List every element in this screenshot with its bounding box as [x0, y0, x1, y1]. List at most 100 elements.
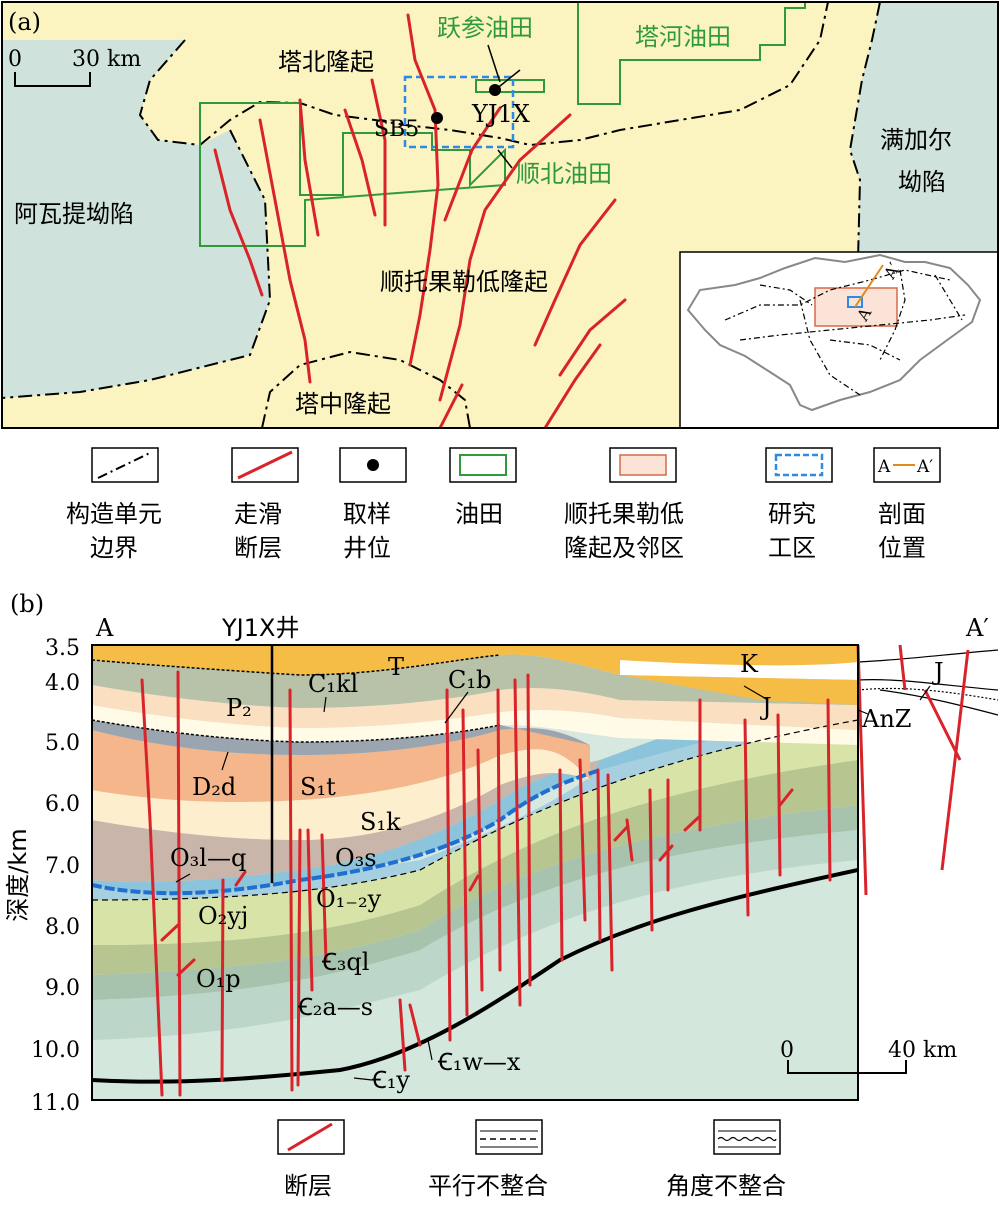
section-scale-value: 40 km	[888, 1038, 957, 1063]
y-tick-10.0: 10.0	[31, 1038, 80, 1063]
y-tick-11.0: 11.0	[31, 1091, 80, 1116]
layer-o3	[92, 760, 600, 882]
panel-a-label: (a)	[8, 8, 41, 36]
shuntuo-label: 顺托果勒低隆起	[380, 268, 548, 296]
y-tick-6.0: 6.0	[45, 792, 80, 817]
fault-line	[445, 688, 452, 1042]
fault-line	[296, 828, 302, 1087]
fault-line	[606, 773, 614, 972]
fault-tick	[778, 788, 794, 807]
svg-text:构造单元: 构造单元	[66, 500, 162, 528]
fault-tick	[160, 923, 180, 942]
legend-item-section-line: A A′ 剖面 位置	[873, 447, 941, 562]
y-axis-label: 深度/km	[4, 828, 32, 921]
svg-text:研究: 研究	[768, 500, 816, 528]
strike-slip-faults	[213, 13, 627, 428]
formation-cm3ql: Ꞓ₃ql	[321, 948, 369, 976]
legend-item-fault: 走滑 断层	[231, 447, 299, 562]
layer-p2	[92, 654, 858, 708]
y-tick-7.0: 7.0	[45, 854, 80, 879]
bottom-legend: 断层 平行不整合 角度不整合	[277, 1119, 786, 1200]
fault-line	[213, 148, 264, 297]
fault-line	[461, 708, 469, 1017]
fault-line	[543, 343, 602, 428]
yuecan-oilfield	[475, 79, 545, 93]
fault-line	[743, 718, 750, 917]
section-frame	[91, 644, 859, 1101]
fault-line	[526, 673, 532, 987]
formation-t: T	[388, 653, 404, 681]
layer-s1k	[92, 749, 590, 840]
y-tick-3.5: 3.5	[45, 636, 80, 661]
layer-c1b	[92, 705, 858, 745]
formation-o1p: O₁p	[196, 965, 241, 993]
svg-text:剖面: 剖面	[878, 500, 926, 528]
fault-line	[513, 678, 522, 1007]
svg-text:工区: 工区	[768, 534, 816, 562]
fault-line	[476, 748, 484, 992]
formation-d2d: D₂d	[192, 773, 236, 801]
oilfield-leader-line	[497, 149, 513, 169]
basin-outline	[686, 253, 982, 412]
fault-line	[288, 688, 294, 1092]
oilfield-leader-line	[487, 44, 501, 83]
svg-text:位置: 位置	[878, 534, 926, 562]
section-end-a-prime: A′	[965, 614, 989, 642]
yuecan-label: 跃参油田	[437, 14, 533, 42]
formation-anz: AnZ	[861, 705, 911, 733]
tahe-oilfield	[577, 2, 806, 105]
formation-j1: J	[759, 693, 772, 721]
fault-line	[533, 198, 617, 347]
layer-cm1y	[92, 860, 858, 1100]
fault-line	[220, 878, 225, 1082]
legend-item-angular-unconformity: 角度不整合	[666, 1119, 786, 1200]
formation-cm1y: Ꞓ₁y	[371, 1066, 410, 1094]
y-tick-8.0: 8.0	[45, 915, 80, 940]
well-sb5-label: SB5	[374, 117, 419, 142]
svg-text:A′: A′	[916, 457, 933, 477]
map-frame	[1, 1, 999, 429]
section-faults	[140, 670, 832, 1097]
y-tick-4.0: 4.0	[45, 671, 80, 696]
fault-line	[596, 768, 602, 942]
map-scale-bar: 0 30 km	[8, 47, 141, 87]
top-legend: 构造单元 边界 走滑 断层 取样 井位 油田 顺托果勒低 隆起及邻区	[66, 447, 941, 562]
manjiaer-boundary	[848, 2, 881, 261]
legend-item-oilfield: 油田	[449, 447, 517, 528]
svg-text:A: A	[877, 457, 891, 477]
legend-item-section-fault: 断层	[277, 1119, 345, 1200]
fault-line	[558, 298, 627, 377]
study-area	[403, 75, 515, 149]
formation-s1k: S₁k	[360, 808, 401, 836]
map-panel: 塔北隆起 跃参油田 塔河油田 顺北油田 阿瓦提坳陷 满加尔 坳陷 顺托果勒低隆起…	[2, 2, 998, 428]
layer-d2d	[92, 720, 590, 755]
svg-text:角度不整合: 角度不整合	[666, 1172, 786, 1200]
fault-line	[320, 833, 328, 962]
tahe-label: 塔河油田	[635, 23, 731, 51]
layer-k	[620, 660, 858, 680]
formation-j2: J	[931, 658, 944, 686]
fault-line	[443, 106, 502, 222]
inset-boundaries	[724, 269, 966, 396]
legend-item-pink-area: 顺托果勒低 隆起及邻区	[564, 447, 684, 562]
formation-cm2as: Ꞓ₂a—s	[297, 993, 373, 1021]
formation-c1kl: C₁kl	[308, 670, 358, 698]
fault-line	[298, 98, 320, 237]
awati-boundary	[2, 129, 272, 399]
layer-j	[620, 675, 858, 705]
formation-c1b: C₁b	[448, 666, 491, 694]
svg-text:平行不整合: 平行不整合	[428, 1172, 548, 1200]
svg-text:隆起及邻区: 隆起及邻区	[564, 534, 684, 562]
formation-labels: T K J J AnZ C₁kl C₁b P₂ D₂d S₁t S₁k O₃l—…	[170, 650, 944, 1094]
fault-line	[176, 670, 182, 1097]
cross-section	[92, 645, 858, 1100]
svg-text:取样: 取样	[343, 500, 391, 528]
y-tick-5.0: 5.0	[45, 731, 80, 756]
angular-unconformity	[92, 654, 501, 676]
legend-item-well: 取样 井位	[339, 447, 407, 562]
fault-tick	[658, 844, 674, 862]
awati-depression	[2, 40, 270, 398]
well-sb5-dot	[431, 112, 443, 124]
fault-line	[776, 713, 782, 877]
